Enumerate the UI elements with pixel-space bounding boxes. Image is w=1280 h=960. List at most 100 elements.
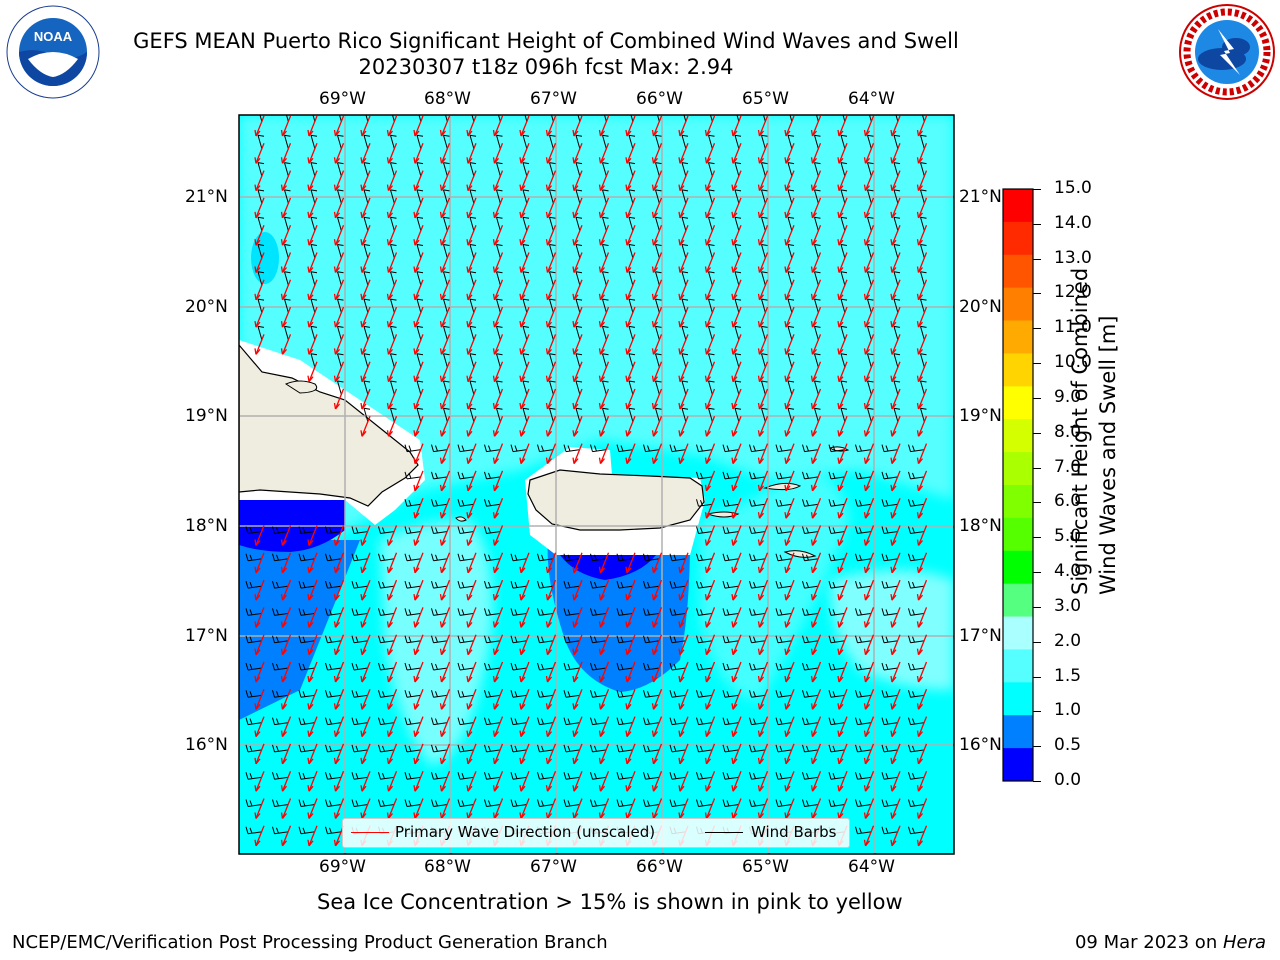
vector-glyph bbox=[749, 743, 769, 765]
vector-glyph bbox=[590, 579, 610, 601]
vector-glyph bbox=[678, 189, 689, 219]
vector-glyph bbox=[855, 497, 875, 519]
vector-glyph bbox=[810, 115, 822, 137]
colorbar-tick-mark bbox=[1033, 537, 1041, 539]
vector-glyph bbox=[572, 244, 583, 273]
vector-glyph bbox=[598, 325, 610, 355]
vector-glyph bbox=[916, 115, 928, 137]
lat-label-left-17n: 17°N bbox=[185, 626, 228, 646]
lon-label-bottom-65w: 65°W bbox=[742, 857, 789, 877]
vector-glyph bbox=[413, 380, 424, 410]
vector-glyph bbox=[431, 497, 451, 519]
vector-glyph bbox=[439, 380, 451, 410]
vector-glyph bbox=[802, 661, 822, 683]
vector-glyph bbox=[669, 743, 689, 765]
vector-glyph bbox=[404, 497, 424, 519]
vector-glyph bbox=[254, 244, 265, 273]
vector-glyph bbox=[863, 298, 875, 328]
vector-layer bbox=[245, 115, 928, 847]
colorbar-tick-mark bbox=[1033, 606, 1041, 608]
vector-glyph bbox=[537, 689, 557, 710]
vector-glyph bbox=[678, 380, 689, 410]
vector-glyph bbox=[272, 634, 292, 656]
vector-glyph bbox=[280, 162, 292, 192]
vector-glyph bbox=[908, 443, 928, 465]
vector-glyph bbox=[333, 216, 345, 246]
vector-glyph bbox=[837, 407, 848, 437]
vector-glyph bbox=[386, 162, 398, 192]
vector-glyph bbox=[616, 798, 636, 819]
vector-glyph bbox=[484, 770, 504, 792]
vector-glyph bbox=[784, 115, 795, 137]
vector-glyph bbox=[731, 353, 742, 383]
vector-glyph bbox=[413, 216, 424, 246]
vector-glyph bbox=[272, 525, 292, 546]
vector-glyph bbox=[890, 244, 901, 273]
vector-glyph bbox=[802, 770, 822, 792]
vector-glyph bbox=[802, 798, 822, 819]
vector-glyph bbox=[643, 579, 663, 601]
vector-glyph bbox=[775, 552, 795, 574]
vector-glyph bbox=[457, 716, 477, 738]
colorbar-tick-label: 3.0 bbox=[1054, 595, 1082, 616]
vector-glyph bbox=[254, 325, 265, 355]
vector-glyph bbox=[572, 115, 583, 137]
land-small-islands bbox=[455, 446, 850, 558]
vector-glyph bbox=[492, 380, 504, 410]
vector-glyph bbox=[510, 634, 530, 656]
vector-glyph bbox=[245, 689, 265, 710]
vector-glyph bbox=[625, 216, 636, 246]
lon-label-top-64w: 64°W bbox=[848, 89, 895, 109]
vector-glyph bbox=[466, 353, 477, 383]
chart-title: GEFS MEAN Puerto Rico Significant Height… bbox=[133, 29, 959, 53]
vector-glyph bbox=[431, 552, 451, 574]
vector-glyph bbox=[439, 325, 451, 355]
vector-glyph bbox=[360, 162, 371, 192]
vector-glyph bbox=[466, 298, 477, 328]
vector-glyph bbox=[492, 216, 504, 246]
vector-glyph bbox=[572, 380, 583, 410]
legend-wave-label: Primary Wave Direction (unscaled) bbox=[395, 823, 656, 841]
lon-label-bottom-67w: 67°W bbox=[530, 857, 577, 877]
vector-glyph bbox=[625, 380, 636, 410]
vector-glyph bbox=[731, 298, 742, 328]
vector-glyph bbox=[625, 162, 636, 192]
vector-glyph bbox=[360, 271, 371, 301]
vector-glyph bbox=[810, 162, 822, 192]
vector-glyph bbox=[643, 634, 663, 656]
vector-glyph bbox=[325, 716, 345, 738]
vector-glyph bbox=[545, 162, 557, 192]
vector-glyph bbox=[360, 189, 371, 219]
vector-glyph bbox=[616, 689, 636, 710]
vector-glyph bbox=[351, 661, 371, 683]
lon-label-bottom-68w: 68°W bbox=[424, 857, 471, 877]
vector-glyph bbox=[563, 552, 583, 574]
vector-glyph bbox=[466, 271, 477, 301]
vector-glyph bbox=[749, 716, 769, 738]
vector-glyph bbox=[722, 443, 742, 465]
vector-glyph bbox=[625, 271, 636, 301]
colorbar-segment bbox=[1003, 682, 1033, 716]
vector-glyph bbox=[404, 607, 424, 628]
sea-ice-note: Sea Ice Concentration > 15% is shown in … bbox=[317, 890, 903, 914]
vector-glyph bbox=[855, 661, 875, 683]
vector-glyph bbox=[404, 525, 424, 546]
vector-glyph bbox=[749, 661, 769, 683]
vector-glyph bbox=[537, 798, 557, 819]
vector-glyph bbox=[837, 134, 848, 164]
vector-glyph bbox=[881, 470, 901, 492]
vector-glyph bbox=[298, 770, 318, 792]
vector-glyph bbox=[810, 407, 822, 437]
vector-glyph bbox=[651, 407, 663, 437]
vector-glyph bbox=[749, 443, 769, 465]
vector-glyph bbox=[351, 716, 371, 738]
vector-glyph bbox=[881, 798, 901, 819]
vector-glyph bbox=[254, 216, 265, 246]
colorbar-segment bbox=[1003, 715, 1033, 749]
vector-glyph bbox=[431, 607, 451, 628]
vector-glyph bbox=[863, 244, 875, 273]
vector-glyph bbox=[537, 443, 557, 465]
vector-glyph bbox=[775, 579, 795, 601]
vector-glyph bbox=[784, 244, 795, 273]
